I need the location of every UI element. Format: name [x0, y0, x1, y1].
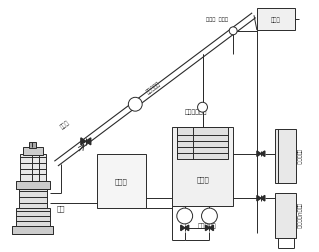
Bar: [177, 128, 228, 159]
Polygon shape: [257, 196, 261, 201]
Text: 水银柱U型测压管: 水银柱U型测压管: [296, 202, 301, 228]
Polygon shape: [86, 138, 91, 145]
Bar: [16, 208, 50, 226]
Circle shape: [128, 98, 142, 112]
Text: 调节阀: 调节阀: [60, 119, 71, 129]
Bar: [275, 194, 296, 238]
Bar: [29, 142, 36, 148]
Text: 水柱测压管: 水柱测压管: [296, 148, 301, 164]
Bar: [257, 9, 294, 31]
Circle shape: [229, 28, 237, 36]
Text: 电磁流量计: 电磁流量计: [145, 80, 161, 94]
Polygon shape: [210, 225, 213, 231]
Polygon shape: [185, 225, 189, 231]
Bar: [172, 128, 233, 206]
Circle shape: [202, 208, 217, 224]
Polygon shape: [261, 196, 265, 201]
Polygon shape: [81, 138, 86, 145]
Polygon shape: [257, 151, 261, 157]
Polygon shape: [205, 225, 210, 231]
Bar: [23, 147, 43, 155]
Circle shape: [177, 208, 193, 224]
Polygon shape: [261, 151, 265, 157]
Text: 稳压箱: 稳压箱: [271, 17, 281, 23]
Text: 精密压力表: 精密压力表: [198, 222, 217, 228]
Text: 测压孔  稳压箱: 测压孔 稳压箱: [206, 17, 228, 22]
Text: 吸水箱: 吸水箱: [115, 178, 128, 184]
Text: 水泵: 水泵: [57, 205, 66, 211]
Bar: [11, 226, 53, 234]
Text: 消火栓＋孔板: 消火栓＋孔板: [185, 109, 207, 114]
Polygon shape: [181, 225, 185, 231]
Bar: [97, 154, 146, 208]
Bar: [275, 130, 296, 184]
Text: 放水箱: 放水箱: [196, 175, 209, 182]
Bar: [16, 182, 50, 190]
Circle shape: [197, 103, 207, 113]
Bar: [19, 188, 47, 208]
Bar: [19, 154, 46, 182]
